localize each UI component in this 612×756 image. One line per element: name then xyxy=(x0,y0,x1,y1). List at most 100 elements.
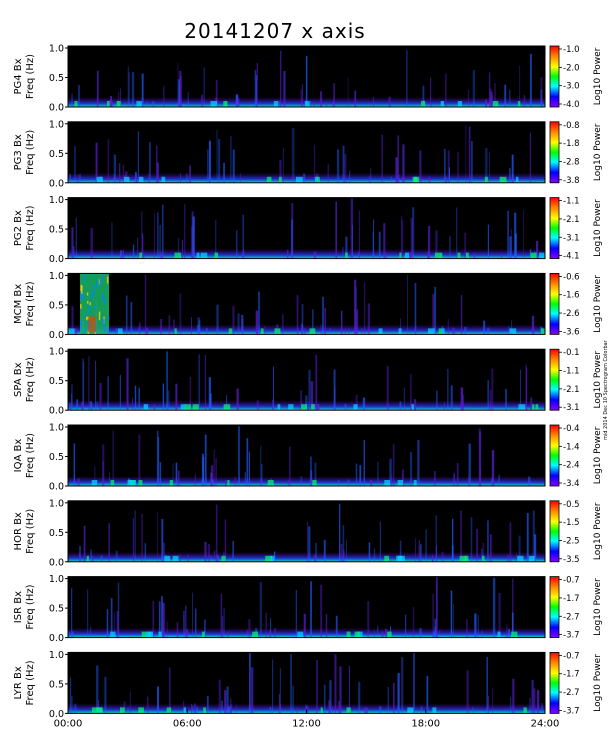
colorbar-tick-label: -1.0 xyxy=(563,45,580,55)
colorbar-tick-label: -0.5 xyxy=(563,500,580,510)
colorbar xyxy=(549,197,560,260)
colorbar xyxy=(549,121,560,184)
y-axis-label-freq: Freq (Hz) xyxy=(25,509,36,554)
y-axis-label-station: PG2 Bx xyxy=(13,210,24,246)
y-tick-label: 0.0 xyxy=(49,178,64,189)
y-tick-label: 1.0 xyxy=(49,347,64,358)
y-axis-label-freq: Freq (Hz) xyxy=(25,205,36,250)
colorbar-tick-label: -0.7 xyxy=(563,651,580,661)
y-axis-label-station: IQA Bx xyxy=(13,439,24,473)
spectrogram-background xyxy=(68,349,545,411)
spectrogram-background xyxy=(68,121,545,183)
y-tick-label: 1.0 xyxy=(49,574,64,585)
y-tick-label: 1.0 xyxy=(49,195,64,206)
x-tick-label: 18:00 xyxy=(411,718,440,729)
spectrogram-background xyxy=(68,273,545,335)
y-tick-label: 1.0 xyxy=(49,498,64,509)
colorbar-tick-label: -1.8 xyxy=(563,139,580,149)
colorbar-label: Log10 Power xyxy=(593,275,603,333)
y-axis-label-freq: Freq (Hz) xyxy=(25,357,36,402)
y-axis-label-station: ISR Bx xyxy=(13,591,24,623)
colorbar-tick-label: -3.6 xyxy=(563,327,580,337)
spectrogram-texture xyxy=(68,273,545,335)
y-tick-label: 1.0 xyxy=(49,423,64,434)
colorbar-tick-label: -1.5 xyxy=(563,518,580,528)
spectrogram-texture xyxy=(68,426,545,486)
colorbar-tick-label: -2.8 xyxy=(563,157,580,167)
y-axis-label-station: LYR Bx xyxy=(13,666,24,699)
colorbar-tick-label: -3.7 xyxy=(563,706,580,716)
y-tick-label: 0.5 xyxy=(49,376,64,387)
colorbar-label: Log10 Power xyxy=(593,47,603,105)
plot-frame xyxy=(67,576,546,639)
colorbar-tick-label: -1.4 xyxy=(563,442,580,452)
y-tick-label: 0.5 xyxy=(49,73,64,84)
colorbar xyxy=(549,272,560,335)
panel-iqa: 0.0 0.5 1.0 IQA Bx Freq (Hz) -0.4 -1.4 -2.4 -3.4… xyxy=(13,423,603,493)
colorbar-tick-label: -2.1 xyxy=(563,385,580,395)
spectrogram-texture xyxy=(68,503,545,562)
colorbar-tick-label: -1.7 xyxy=(563,670,580,680)
x-tick-label: 00:00 xyxy=(54,718,83,729)
spectrogram-texture xyxy=(68,577,545,638)
colorbar-tick-label: -4.0 xyxy=(563,100,580,110)
y-axis-label-freq: Freq (Hz) xyxy=(25,660,36,705)
y-tick-label: 0.0 xyxy=(49,482,64,493)
y-tick-label: 0.0 xyxy=(49,709,64,720)
panel-isr: 0.0 0.5 1.0 ISR Bx Freq (Hz) -0.7 -1.7 -2.7 -3.7… xyxy=(13,574,603,644)
y-tick-label: 0.0 xyxy=(49,103,64,114)
x-axis: 00:00 06:00 12:00 18:00 24:00 xyxy=(54,709,559,729)
colorbar-tick-label: -1.6 xyxy=(563,291,580,301)
colorbar-tick-label: -0.8 xyxy=(563,121,580,131)
y-tick-label: 0.0 xyxy=(49,330,64,341)
panel-hor: 0.0 0.5 1.0 HOR Bx Freq (Hz) -0.5 -1.5 -2.5 -3.5… xyxy=(13,498,603,568)
spectrogram-texture xyxy=(68,198,545,259)
plot-frame xyxy=(67,424,546,487)
panel-spa: 0.0 0.5 1.0 SPA Bx Freq (Hz) -0.1 -1.1 -2.1 -3.1… xyxy=(13,347,603,417)
plot-frame xyxy=(67,197,546,260)
panel-pg3: 0.0 0.5 1.0 PG3 Bx Freq (Hz) -0.8 -1.8 -2.8 -3.8… xyxy=(13,119,603,189)
colorbar-tick-label: -2.1 xyxy=(563,215,580,225)
plot-frame xyxy=(67,45,546,108)
y-tick-label: 0.5 xyxy=(49,300,64,311)
x-tick-label: 12:00 xyxy=(292,718,321,729)
colorbar-tick-label: -3.1 xyxy=(563,403,580,413)
colorbar-tick-label: -3.0 xyxy=(563,82,580,92)
y-tick-label: 0.5 xyxy=(49,604,64,615)
y-axis-label-freq: Freq (Hz) xyxy=(25,130,36,175)
colorbar-tick-label: -0.1 xyxy=(563,348,580,358)
colorbar-label: Log10 Power xyxy=(593,426,603,484)
plot-frame xyxy=(67,121,546,184)
colorbar xyxy=(549,500,560,563)
y-axis-label-station: MCM Bx xyxy=(13,284,24,324)
colorbar-tick-label: -3.5 xyxy=(563,555,580,565)
spectrogram-texture xyxy=(68,50,545,107)
colorbar-label: Log10 Power xyxy=(593,654,603,712)
spectrogram-texture xyxy=(68,653,545,714)
colorbar-tick-label: -4.1 xyxy=(563,252,580,262)
y-tick-label: 0.0 xyxy=(49,406,64,417)
colorbar-tick-label: -2.0 xyxy=(563,63,580,73)
y-axis-label-station: PG4 Bx xyxy=(13,58,24,94)
plot-frame xyxy=(67,272,546,335)
y-tick-label: 0.5 xyxy=(49,225,64,236)
panel-pg4: 0.0 0.5 1.0 PG4 Bx Freq (Hz) -1.0 -2.0 -3.0 -4.0… xyxy=(13,44,603,114)
colorbar xyxy=(549,348,560,411)
colorbar-tick-label: -3.4 xyxy=(563,479,580,489)
plot-frame xyxy=(67,348,546,411)
chart-title: 20141207 x axis xyxy=(184,19,365,43)
spectrogram-texture xyxy=(68,124,545,183)
plot-frame xyxy=(67,500,546,563)
y-axis-label-station: HOR Bx xyxy=(13,512,24,550)
y-tick-label: 0.0 xyxy=(49,254,64,265)
y-axis-label-freq: Freq (Hz) xyxy=(25,584,36,629)
spectrogram-background xyxy=(68,576,545,638)
y-axis-label-freq: Freq (Hz) xyxy=(25,433,36,478)
y-axis-label-freq: Freq (Hz) xyxy=(25,54,36,99)
colorbar-label: Log10 Power xyxy=(593,578,603,636)
colorbar-tick-label: -1.7 xyxy=(563,594,580,604)
colorbar-tick-label: -2.7 xyxy=(563,688,580,698)
colorbar-tick-label: -3.8 xyxy=(563,176,580,186)
colorbar-tick-label: -2.7 xyxy=(563,612,580,622)
